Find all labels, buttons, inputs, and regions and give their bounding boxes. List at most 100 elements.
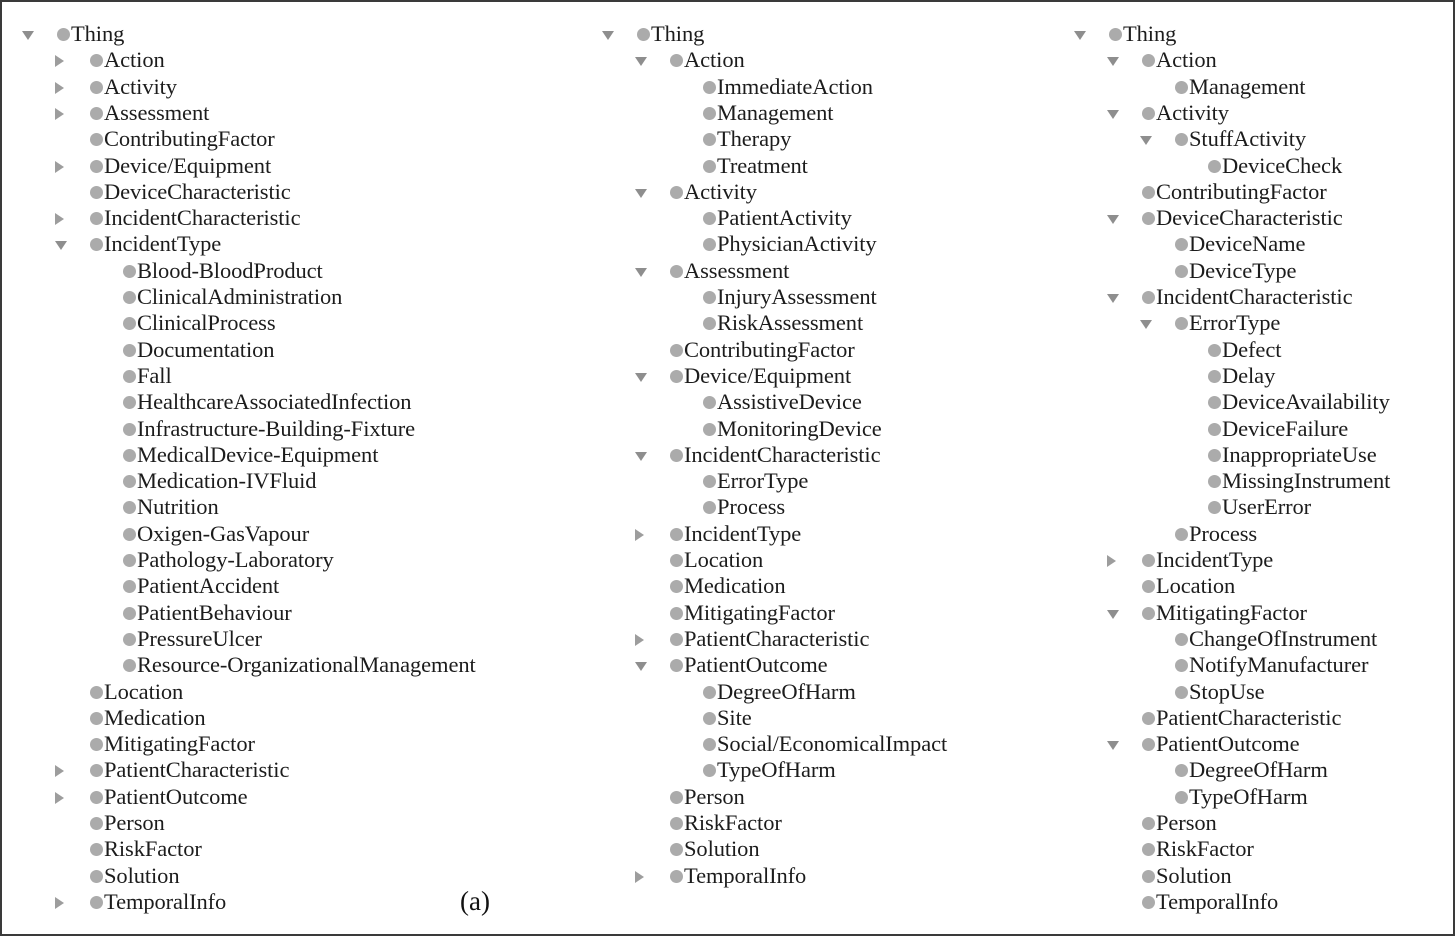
triangle-down-icon[interactable] <box>55 241 67 251</box>
tree-node-label[interactable]: Thing <box>1123 21 1177 46</box>
tree-node-label[interactable]: IncidentCharacteristic <box>1156 284 1353 309</box>
tree-node-label[interactable]: StuffActivity <box>1189 126 1307 152</box>
tree-node-label[interactable]: Person <box>1156 810 1217 835</box>
tree-node-label[interactable]: IncidentType <box>104 231 222 257</box>
tree-node-label[interactable]: Site <box>717 704 752 730</box>
tree-node-label[interactable]: ClinicalAdministration <box>137 284 343 309</box>
tree-node-label[interactable]: PatientBehaviour <box>137 599 292 625</box>
tree-node-label[interactable]: MissingInstrument <box>1222 468 1391 494</box>
triangle-down-icon[interactable] <box>1140 320 1152 330</box>
triangle-down-icon[interactable] <box>635 662 647 672</box>
tree-node-label[interactable]: Action <box>104 47 165 73</box>
triangle-right-icon[interactable] <box>55 107 64 120</box>
triangle-right-icon[interactable] <box>55 765 64 778</box>
tree-node-label[interactable]: IncidentCharacteristic <box>684 441 881 467</box>
tree-node-label[interactable]: Process <box>717 494 786 520</box>
tree-node-label[interactable]: ClinicalProcess <box>137 310 276 336</box>
tree-node-label[interactable]: RiskFactor <box>1156 836 1254 862</box>
triangle-right-icon[interactable] <box>55 55 64 68</box>
tree-node-label[interactable]: Person <box>684 783 745 809</box>
tree-node-label[interactable]: Process <box>1189 520 1258 546</box>
tree-node-label[interactable]: NotifyManufacturer <box>1189 652 1369 678</box>
tree-node-label[interactable]: ImmediateAction <box>717 73 873 99</box>
tree-node-label[interactable]: PhysicianActivity <box>717 231 877 257</box>
tree-node-label[interactable]: PatientCharacteristic <box>1156 704 1342 730</box>
tree-node-label[interactable]: AssistiveDevice <box>717 389 862 415</box>
triangle-down-icon[interactable] <box>1107 57 1119 67</box>
triangle-right-icon[interactable] <box>635 870 644 883</box>
tree-node-label[interactable]: Device/Equipment <box>104 152 272 178</box>
tree-node-label[interactable]: DeviceCharacteristic <box>104 178 291 204</box>
tree-node-label[interactable]: DeviceName <box>1189 231 1306 257</box>
tree-node-label[interactable]: Documentation <box>137 336 275 362</box>
triangle-down-icon[interactable] <box>1107 609 1119 619</box>
tree-node-label[interactable]: Solution <box>684 836 760 862</box>
triangle-down-icon[interactable] <box>635 188 647 198</box>
tree-node-label[interactable]: Treatment <box>717 152 808 178</box>
triangle-down-icon[interactable] <box>1107 109 1119 119</box>
triangle-right-icon[interactable] <box>635 528 644 541</box>
tree-node-label[interactable]: Therapy <box>717 126 792 152</box>
tree-node-label[interactable]: Assessment <box>104 99 210 125</box>
triangle-down-icon[interactable] <box>635 267 647 277</box>
tree-node-label[interactable]: InjuryAssessment <box>717 284 877 309</box>
triangle-down-icon[interactable] <box>635 372 647 382</box>
tree-node-label[interactable]: Device/Equipment <box>684 362 852 388</box>
tree-node-label[interactable]: IncidentType <box>1156 547 1274 572</box>
tree-node-label[interactable]: Management <box>717 99 834 125</box>
tree-node-label[interactable]: InappropriateUse <box>1222 441 1377 467</box>
tree-node-label[interactable]: UserError <box>1222 494 1312 520</box>
tree-node-label[interactable]: DegreeOfHarm <box>1189 757 1328 783</box>
tree-node-label[interactable]: Solution <box>104 862 180 888</box>
tree-node-label[interactable]: Management <box>1189 73 1306 99</box>
tree-node-label[interactable]: IncidentType <box>684 520 802 546</box>
triangle-down-icon[interactable] <box>635 57 647 67</box>
tree-node-label[interactable]: TemporalInfo <box>1156 888 1279 914</box>
triangle-down-icon[interactable] <box>1140 136 1152 146</box>
tree-node-label[interactable]: TemporalInfo <box>104 888 227 914</box>
tree-node-label[interactable]: TemporalInfo <box>684 862 807 888</box>
tree-node-label[interactable]: Blood-BloodProduct <box>137 257 323 283</box>
tree-node-label[interactable]: MonitoringDevice <box>717 415 882 441</box>
tree-node-label[interactable]: DeviceAvailability <box>1222 389 1390 415</box>
tree-node-label[interactable]: DeviceCheck <box>1222 152 1343 178</box>
tree-node-label[interactable]: DeviceType <box>1189 257 1297 283</box>
triangle-right-icon[interactable] <box>55 160 64 173</box>
triangle-down-icon[interactable] <box>1107 215 1119 225</box>
tree-node-label[interactable]: Fall <box>137 362 172 388</box>
tree-node-label[interactable]: MedicalDevice-Equipment <box>137 441 379 467</box>
tree-node-label[interactable]: ChangeOfInstrument <box>1189 625 1378 651</box>
tree-node-label[interactable]: Medication <box>684 573 786 599</box>
tree-node-label[interactable]: ContributingFactor <box>684 336 855 362</box>
tree-node-label[interactable]: Person <box>104 810 165 835</box>
tree-node-label[interactable]: Oxigen-GasVapour <box>137 520 310 546</box>
triangle-right-icon[interactable] <box>55 81 64 94</box>
tree-node-label[interactable]: RiskFactor <box>684 810 782 835</box>
tree-node-label[interactable]: Defect <box>1222 336 1282 362</box>
tree-node-label[interactable]: Assessment <box>684 257 790 283</box>
triangle-down-icon[interactable] <box>602 31 614 40</box>
triangle-right-icon[interactable] <box>55 896 64 909</box>
tree-node-label[interactable]: PatientOutcome <box>684 652 828 678</box>
tree-node-label[interactable]: Medication-IVFluid <box>137 468 317 494</box>
triangle-down-icon[interactable] <box>1074 31 1086 40</box>
tree-node-label[interactable]: Thing <box>651 21 705 46</box>
tree-node-label[interactable]: Delay <box>1222 362 1276 388</box>
tree-node-label[interactable]: TypeOfHarm <box>1189 783 1308 809</box>
tree-node-label[interactable]: Activity <box>1156 99 1229 125</box>
tree-node-label[interactable]: IncidentCharacteristic <box>104 205 301 231</box>
tree-node-label[interactable]: Activity <box>104 73 177 99</box>
tree-node-label[interactable]: StopUse <box>1189 678 1265 704</box>
triangle-right-icon[interactable] <box>55 791 64 804</box>
tree-node-label[interactable]: PatientCharacteristic <box>104 757 290 783</box>
tree-node-label[interactable]: Pathology-Laboratory <box>137 547 334 572</box>
tree-node-label[interactable]: PatientOutcome <box>1156 731 1300 757</box>
triangle-right-icon[interactable] <box>635 633 644 646</box>
tree-node-label[interactable]: Social/EconomicalImpact <box>717 731 948 757</box>
tree-node-label[interactable]: Resource-OrganizationalManagement <box>137 652 476 678</box>
tree-node-label[interactable]: PatientAccident <box>137 573 280 599</box>
tree-node-label[interactable]: Location <box>1156 573 1236 599</box>
tree-node-label[interactable]: TypeOfHarm <box>717 757 836 783</box>
triangle-down-icon[interactable] <box>1107 294 1119 303</box>
tree-node-label[interactable]: PressureUlcer <box>137 625 262 651</box>
